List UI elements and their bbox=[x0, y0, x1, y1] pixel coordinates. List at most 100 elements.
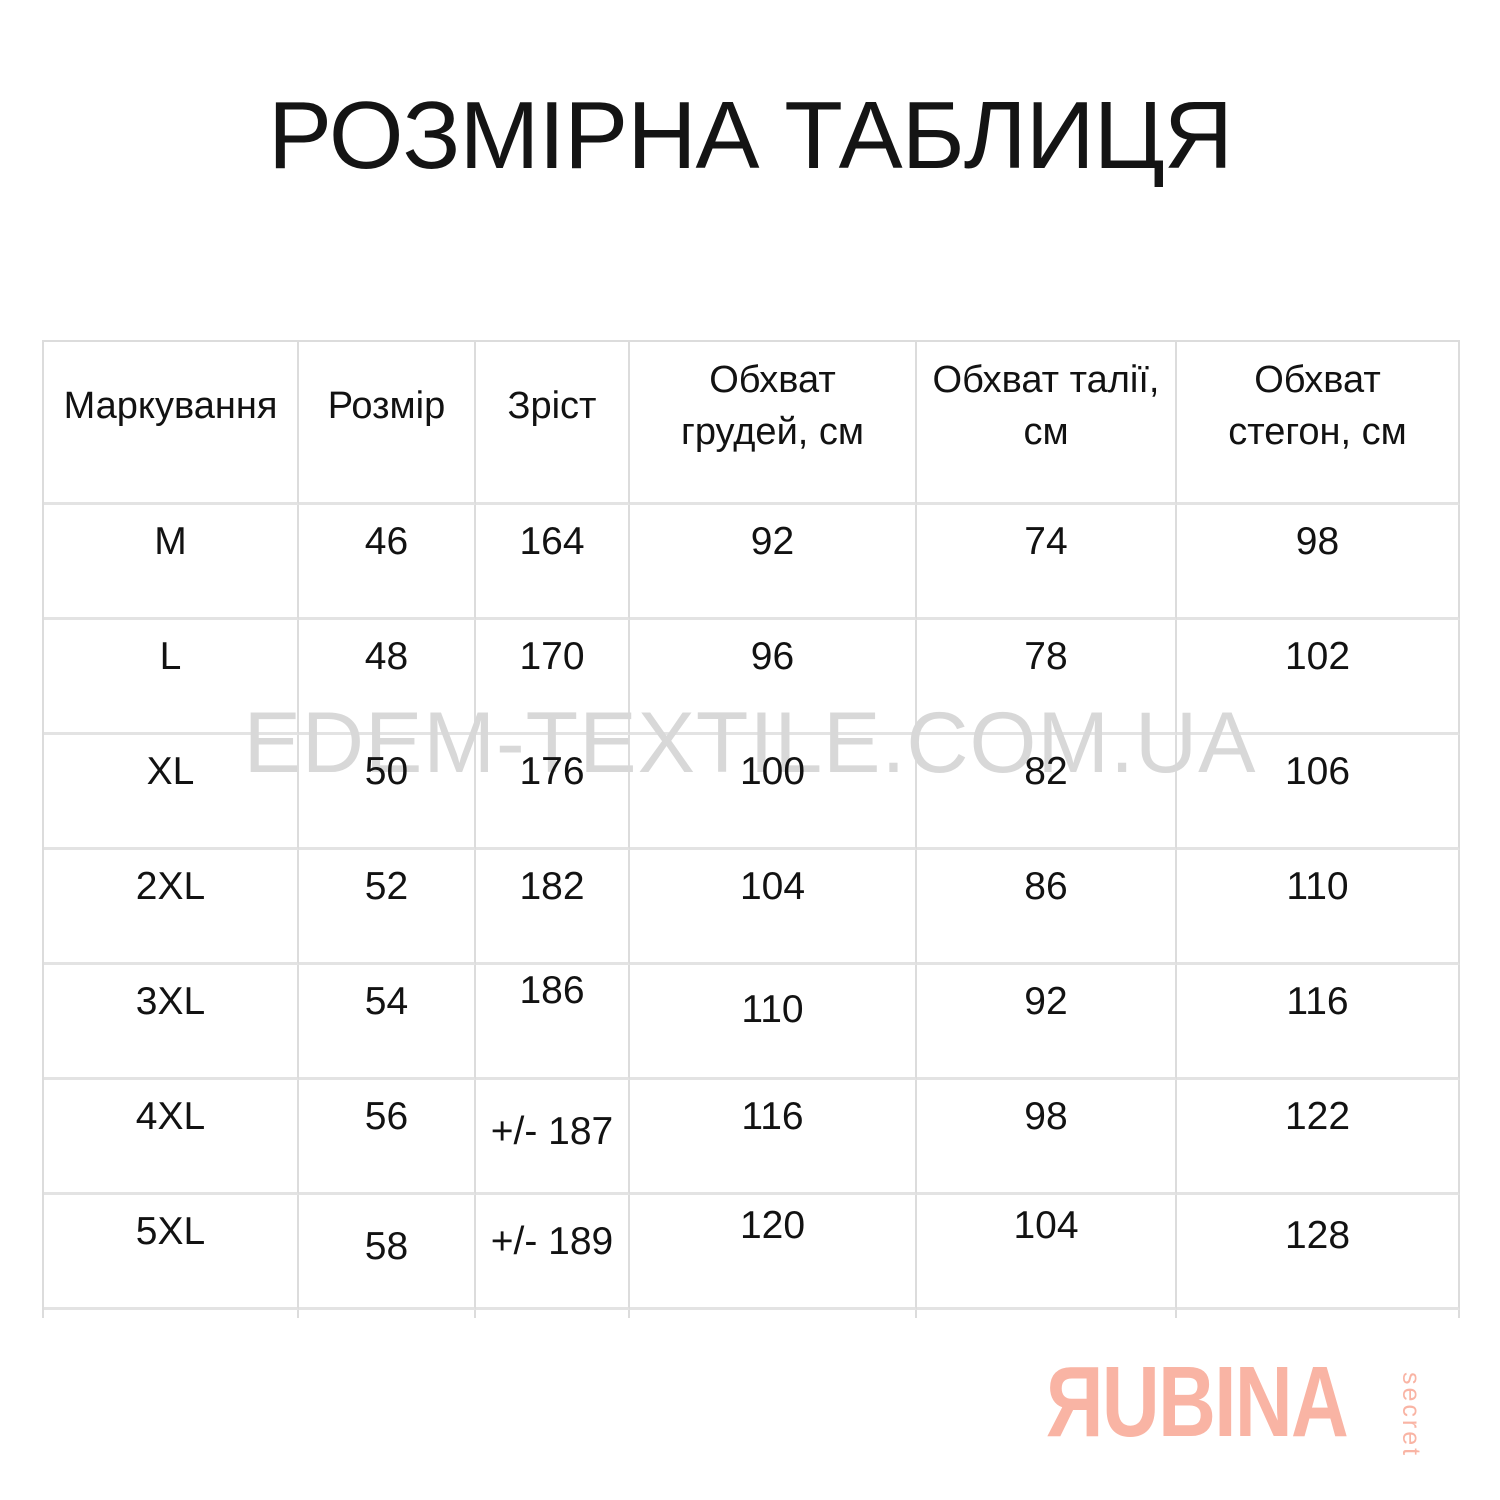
table-cell: 186 bbox=[476, 965, 630, 1080]
cutoff-row-cell bbox=[1177, 1310, 1460, 1318]
column-header-size: Розмір bbox=[299, 342, 476, 505]
table-cell: 110 bbox=[1177, 850, 1460, 965]
table-cell-value: 4XL bbox=[135, 1095, 206, 1138]
table-cell: 96 bbox=[630, 620, 917, 735]
table-cell: 74 bbox=[917, 505, 1177, 620]
table-cell-value: 170 bbox=[519, 635, 585, 678]
table-cell: 92 bbox=[630, 505, 917, 620]
table-cell-value: L bbox=[159, 635, 182, 678]
table-cell-value: +/- 189 bbox=[490, 1220, 614, 1263]
table-cell-value: XL bbox=[146, 750, 195, 793]
brand-logo: ЯUBINA bbox=[1046, 1352, 1423, 1452]
table-cell: M bbox=[44, 505, 299, 620]
table-cell-value: 82 bbox=[1024, 750, 1068, 793]
table-cell: 52 bbox=[299, 850, 476, 965]
table-cell: 92 bbox=[917, 965, 1177, 1080]
column-header-marking: Маркування bbox=[44, 342, 299, 505]
column-header-label: Обхват грудей, см bbox=[680, 358, 865, 453]
cutoff-row-cell bbox=[630, 1310, 917, 1318]
table-cell-value: 98 bbox=[1024, 1095, 1068, 1138]
brand-logo-text: ЯUBINA bbox=[1046, 1346, 1349, 1458]
table-cell-value: 52 bbox=[364, 865, 409, 908]
table-cell: +/- 187 bbox=[476, 1080, 630, 1195]
table-cell-value: 86 bbox=[1024, 865, 1068, 908]
table-cell-value: 176 bbox=[519, 750, 585, 793]
table-cell-value: 92 bbox=[750, 520, 795, 563]
table-cell-value: 164 bbox=[519, 520, 585, 563]
table-cell-value: 98 bbox=[1295, 520, 1340, 563]
table-cell: 116 bbox=[630, 1080, 917, 1195]
table-cell: 3XL bbox=[44, 965, 299, 1080]
brand-logo-tagline: secret bbox=[1397, 1372, 1425, 1459]
page-title: РОЗМІРНА ТАБЛИЦЯ bbox=[267, 82, 1233, 189]
column-header-label: Розмір bbox=[327, 384, 446, 427]
table-cell-value: 182 bbox=[519, 865, 585, 908]
table-cell: 98 bbox=[917, 1080, 1177, 1195]
table-cell-value: 2XL bbox=[135, 865, 206, 908]
table-cell: 2XL bbox=[44, 850, 299, 965]
column-header-chest: Обхват грудей, см bbox=[630, 342, 917, 505]
table-cell-value: 5XL bbox=[135, 1210, 206, 1253]
column-header-hips: Обхват стегон, см bbox=[1177, 342, 1460, 505]
cutoff-row-cell bbox=[44, 1310, 299, 1318]
table-cell-value: +/- 187 bbox=[490, 1110, 614, 1153]
table-cell-value: 96 bbox=[750, 635, 795, 678]
table-cell-value: 92 bbox=[1024, 980, 1068, 1023]
column-header-waist: Обхват талії, см bbox=[917, 342, 1177, 505]
table-cell: 100 bbox=[630, 735, 917, 850]
table-cell: 120 bbox=[630, 1195, 917, 1310]
table-cell: 102 bbox=[1177, 620, 1460, 735]
table-cell: 54 bbox=[299, 965, 476, 1080]
table-cell: 58 bbox=[299, 1195, 476, 1310]
table-cell: 128 bbox=[1177, 1195, 1460, 1310]
cutoff-row-cell bbox=[476, 1310, 630, 1318]
table-cell-value: 122 bbox=[1284, 1095, 1351, 1138]
table-cell: L bbox=[44, 620, 299, 735]
table-cell-value: 116 bbox=[1286, 980, 1349, 1023]
table-cell-value: 106 bbox=[1284, 750, 1351, 793]
table-cell: 5XL bbox=[44, 1195, 299, 1310]
table-cell: 82 bbox=[917, 735, 1177, 850]
table-cell: 78 bbox=[917, 620, 1177, 735]
table-cell: 116 bbox=[1177, 965, 1460, 1080]
column-header-label: Маркування bbox=[63, 384, 278, 427]
table-cell-value: 56 bbox=[364, 1095, 409, 1138]
table-cell: 110 bbox=[630, 965, 917, 1080]
table-cell-value: 104 bbox=[739, 865, 806, 908]
table-cell-value: 100 bbox=[739, 750, 806, 793]
table-cell-value: 54 bbox=[364, 980, 409, 1023]
table-cell: 98 bbox=[1177, 505, 1460, 620]
column-header-label: Обхват стегон, см bbox=[1228, 358, 1407, 453]
table-cell: 86 bbox=[917, 850, 1177, 965]
table-cell: 106 bbox=[1177, 735, 1460, 850]
cutoff-row-cell bbox=[917, 1310, 1177, 1318]
table-cell: 48 bbox=[299, 620, 476, 735]
table-cell-value: 3XL bbox=[135, 980, 206, 1023]
table-cell: 164 bbox=[476, 505, 630, 620]
table-cell: 122 bbox=[1177, 1080, 1460, 1195]
table-cell: XL bbox=[44, 735, 299, 850]
table-cell: 56 bbox=[299, 1080, 476, 1195]
cutoff-row-cell bbox=[299, 1310, 476, 1318]
table-cell-value: 186 bbox=[519, 969, 585, 1012]
table-cell-value: 128 bbox=[1284, 1214, 1351, 1257]
table-cell-value: 50 bbox=[364, 750, 409, 793]
table-cell: 170 bbox=[476, 620, 630, 735]
size-table: Маркування Розмір Зріст Обхват грудей, с… bbox=[42, 340, 1460, 1318]
table-cell-value: 116 bbox=[741, 1095, 804, 1138]
column-header-label: Обхват талії, см bbox=[932, 358, 1160, 453]
table-cell: 104 bbox=[630, 850, 917, 965]
table-cell-value: 102 bbox=[1284, 635, 1351, 678]
table-cell: +/- 189 bbox=[476, 1195, 630, 1310]
table-cell-value: 110 bbox=[741, 988, 804, 1031]
table-cell-value: 74 bbox=[1024, 520, 1068, 563]
table-cell: 50 bbox=[299, 735, 476, 850]
table-cell-value: 104 bbox=[1013, 1204, 1079, 1247]
table-cell-value: 46 bbox=[364, 520, 409, 563]
table-cell: 104 bbox=[917, 1195, 1177, 1310]
table-cell-value: 110 bbox=[1286, 865, 1349, 908]
column-header-height: Зріст bbox=[476, 342, 630, 505]
table-cell-value: 120 bbox=[739, 1204, 806, 1247]
column-header-label: Зріст bbox=[507, 384, 597, 427]
